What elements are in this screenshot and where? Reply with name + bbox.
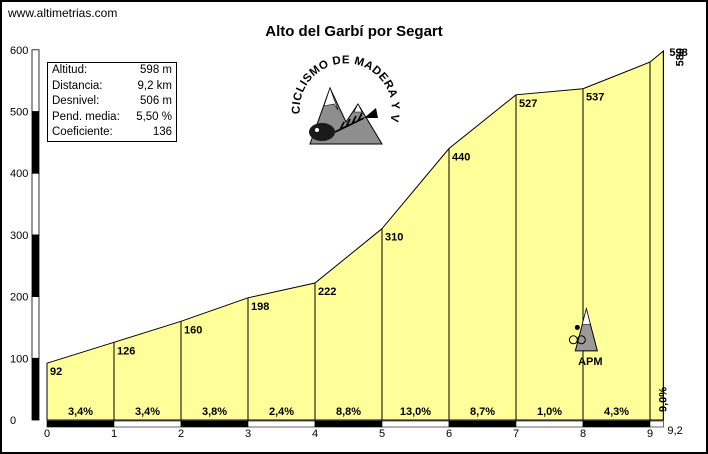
x-tick-label: 9 [647,428,653,440]
y-tick-label: 500 [10,107,28,119]
stat-value: 5,50 % [136,110,172,123]
club-logo: CICLISMO DE MADERA Y VIENTO [286,52,401,145]
km-scale-segment [46,420,115,428]
x-end-label: 9,2 [667,425,682,437]
segment-gradient-label: 9,0% [658,387,670,412]
elevation-area [46,49,664,421]
apm-label: APM [578,356,602,368]
y-tick-label: 300 [10,230,28,242]
y-axis-scale-segment [31,357,40,421]
elevation-label: 598 [669,47,687,59]
y-tick-label: 600 [10,45,28,57]
km-scale-segment [381,420,450,428]
stat-label: Coeficiente: [52,126,113,138]
y-axis-scale-segment [31,296,40,359]
x-tick-label: 0 [44,428,50,440]
elevation-label: 580 [674,48,686,66]
elevation-label: 527 [519,98,537,110]
km-scale-segment [247,420,316,428]
segment-gradient-label: 3,8% [202,406,227,418]
segment-gradient-label: 4,3% [604,406,629,418]
y-tick-label: 400 [10,168,28,180]
stat-label: Pend. media: [52,110,120,123]
stat-row-coefficient: Coeficiente: 136 [48,125,176,141]
km-scale-segment [515,420,584,428]
stat-row-altitude: Altitud: 598 m [48,63,176,79]
stats-box: Altitud: 598 m Distancia: 9,2 km Desnive… [47,62,177,142]
km-scale-segment [314,420,383,428]
segment-gradient-label: 13,0% [400,406,431,418]
y-tick-label: 100 [10,353,28,365]
km-scale-segment [113,420,182,428]
stat-value: 136 [152,126,172,138]
stat-value: 506 m [140,95,172,107]
elevation-label: 198 [251,301,269,313]
apm-mountain-icon [574,306,598,352]
y-axis-scale-segment [31,111,40,174]
elevation-label: 310 [385,232,403,244]
elevation-label: 92 [50,366,62,378]
stat-label: Desnivel: [52,95,100,107]
km-scale-segment [448,420,517,428]
y-tick-label: 0 [10,415,16,427]
y-axis-scale-segment [31,49,40,112]
elevation-label: 440 [452,152,470,164]
elevation-label: 222 [318,286,336,298]
elevation-label: 537 [586,92,604,104]
segment-gradient-label: 1,0% [537,406,562,418]
x-tick-label: 4 [312,428,318,440]
stat-row-elevation-gain: Desnivel: 506 m [48,94,176,110]
elevation-label: 160 [184,324,202,336]
x-tick-label: 5 [379,428,385,440]
y-axis-scale-segment [31,172,40,236]
elevation-label: 126 [117,345,135,357]
stat-label: Distancia: [52,79,103,92]
cyclist-wheel-icon [576,335,586,345]
y-axis-scale-segment [31,234,40,297]
svg-text:CICLISMO DE MADERA Y VIENTO: CICLISMO DE MADERA Y VIENTO [286,52,401,123]
stat-label: Altitud: [52,64,88,76]
km-scale-segment [582,420,651,428]
chart-title: Alto del Garbí por Segart [265,23,443,40]
km-scale-segment [180,420,249,428]
segment-gradient-label: 8,7% [470,406,495,418]
x-tick-label: 7 [513,428,519,440]
cyclist-head-icon [574,324,580,330]
segment-gradient-label: 3,4% [135,406,160,418]
y-tick-label: 200 [10,292,28,304]
stat-value: 9,2 km [137,79,172,92]
stat-row-average-grade: Pend. media: 5,50 % [48,110,176,126]
x-tick-label: 3 [245,428,251,440]
segment-gradient-label: 2,4% [269,406,294,418]
logo-text: CICLISMO DE MADERA Y VIENTO [286,52,400,123]
x-tick-label: 8 [580,428,586,440]
apm-snowcap-icon [581,307,591,325]
segment-gradient-label: 3,4% [68,406,93,418]
site-url: www.altimetrias.com [8,6,118,20]
segment-gradient-label: 8,8% [336,406,361,418]
stat-value: 598 m [140,64,172,76]
x-tick-label: 6 [446,428,452,440]
km-scale-segment [649,420,664,428]
x-tick-label: 1 [111,428,117,440]
x-tick-label: 2 [178,428,184,440]
stat-row-distance: Distancia: 9,2 km [48,79,176,95]
